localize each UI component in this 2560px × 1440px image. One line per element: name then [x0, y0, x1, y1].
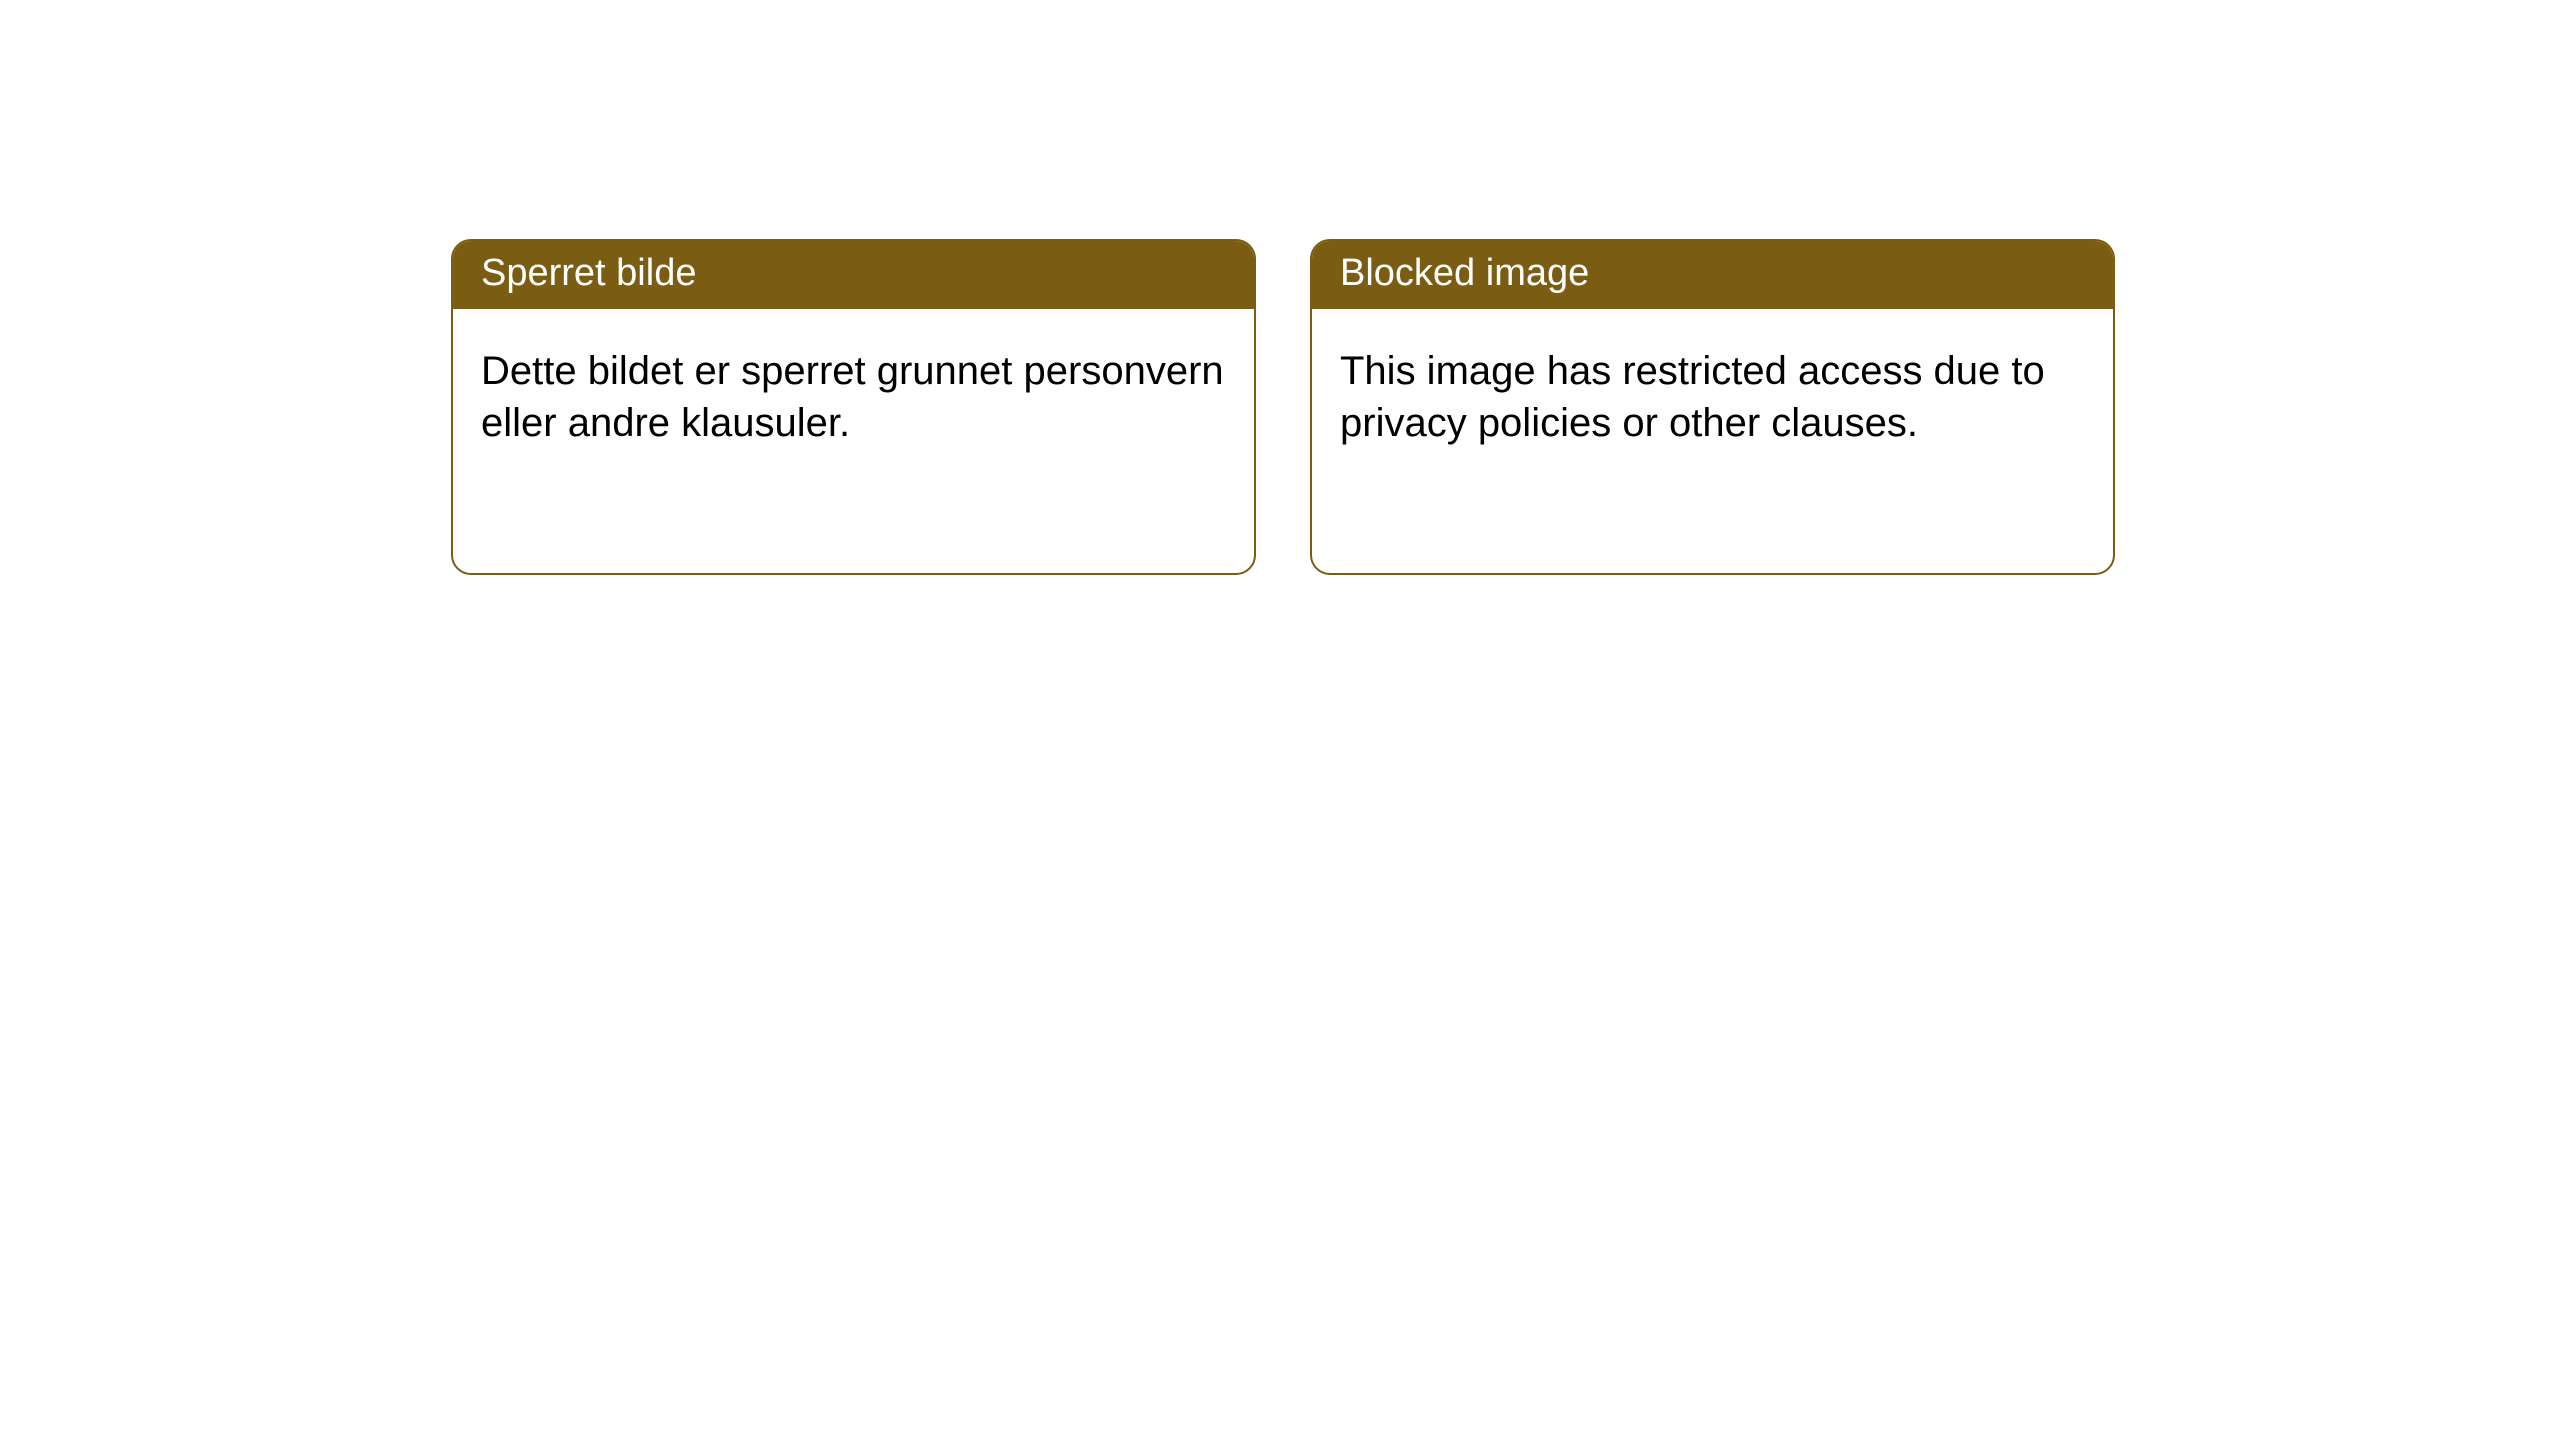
notice-card-english: Blocked image This image has restricted … — [1310, 239, 2115, 575]
notice-container: Sperret bilde Dette bildet er sperret gr… — [0, 0, 2560, 575]
card-title: Blocked image — [1312, 241, 2113, 309]
card-body: Dette bildet er sperret grunnet personve… — [453, 309, 1254, 485]
card-title: Sperret bilde — [453, 241, 1254, 309]
card-body: This image has restricted access due to … — [1312, 309, 2113, 485]
notice-card-norwegian: Sperret bilde Dette bildet er sperret gr… — [451, 239, 1256, 575]
